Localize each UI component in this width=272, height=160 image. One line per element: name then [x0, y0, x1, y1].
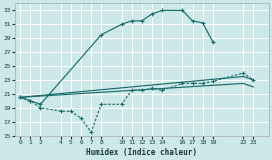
X-axis label: Humidex (Indice chaleur): Humidex (Indice chaleur)	[86, 148, 197, 156]
